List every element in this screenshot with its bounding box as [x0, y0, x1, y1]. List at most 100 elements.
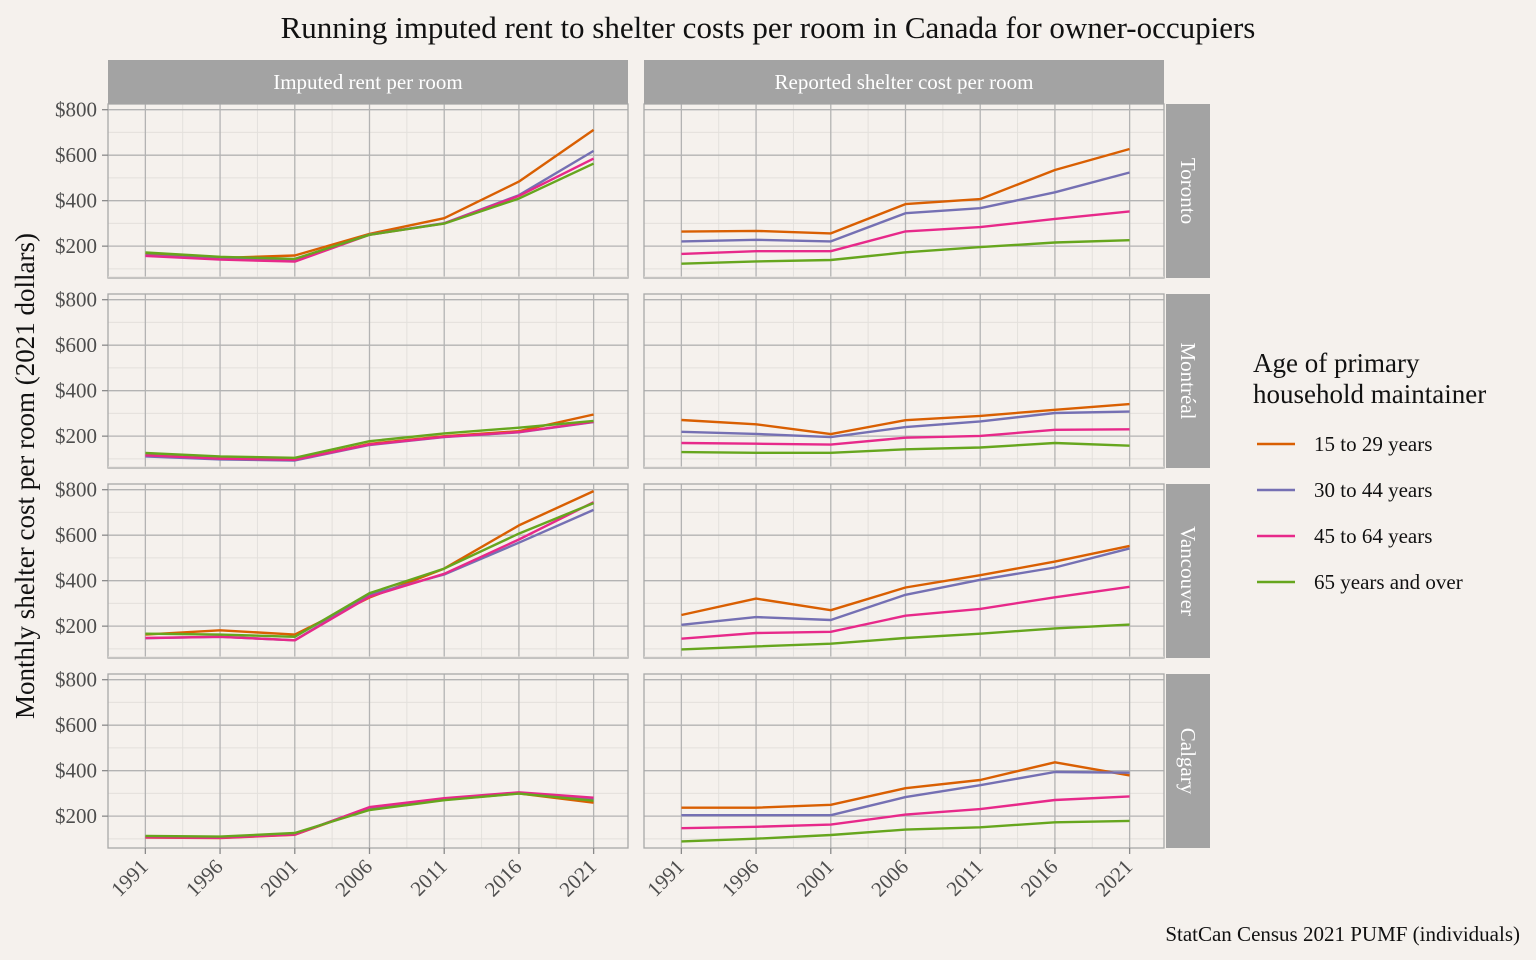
facet-strips: Imputed rent per room Reported shelter co… — [108, 60, 1210, 848]
y-tick-label: $400 — [55, 379, 97, 403]
y-tick-label: $400 — [55, 569, 97, 593]
row-strip-label: Vancouver — [1176, 526, 1200, 616]
panel — [643, 656, 1165, 849]
y-axis-title: Monthly shelter cost per room (2021 doll… — [10, 233, 40, 719]
column-strip-bg — [644, 60, 1164, 104]
series-line — [145, 420, 594, 461]
panel — [107, 86, 629, 279]
series-line — [145, 501, 595, 638]
row-strip-bg — [1166, 104, 1210, 278]
series-line — [681, 819, 1130, 843]
series-line — [681, 239, 1130, 265]
x-tick-label: 2016 — [1016, 855, 1063, 902]
row-strip-bg — [1166, 294, 1210, 468]
row-strip-label: Toronto — [1176, 158, 1200, 224]
series-line — [681, 544, 1130, 617]
y-tick-label: $600 — [55, 713, 97, 737]
series-line — [681, 171, 1130, 243]
series-line — [681, 770, 1130, 817]
row-strip: Montréal — [1166, 294, 1210, 468]
row-strip: Toronto — [1166, 104, 1210, 278]
column-strip: Reported shelter cost per room — [644, 60, 1164, 104]
series-line — [681, 795, 1130, 830]
panel-border — [107, 673, 629, 849]
y-tick-label: $400 — [55, 759, 97, 783]
row-strip-bg — [1166, 484, 1210, 658]
panel — [643, 86, 1165, 279]
x-tick-label: 2016 — [480, 855, 527, 902]
column-strip-bg — [108, 60, 628, 104]
legend-entries: 15 to 29 years 30 to 44 years 45 to 64 yea… — [1257, 432, 1463, 594]
y-tick-label: $200 — [55, 804, 97, 828]
y-tick-label: $200 — [55, 234, 97, 258]
column-strip-label: Reported shelter cost per room — [775, 70, 1034, 94]
x-tick-label: 2006 — [330, 855, 377, 902]
legend-title-line-2: household maintainer — [1253, 379, 1486, 409]
y-tick-label: $200 — [55, 424, 97, 448]
legend-label: 15 to 29 years — [1314, 432, 1432, 456]
y-axis-ticks: $200 $400 $600 $800 $200 $400 $600 $800 $200 $400… — [55, 98, 108, 828]
x-tick-label: 2011 — [942, 855, 988, 901]
legend-label: 45 to 64 years — [1314, 524, 1432, 548]
x-tick-label: 1991 — [642, 855, 689, 902]
panels-layer — [107, 86, 1165, 849]
legend-label: 65 years and over — [1314, 570, 1463, 594]
legend-entry: 30 to 44 years — [1257, 478, 1432, 502]
series-line — [681, 585, 1130, 640]
row-strip-label: Montréal — [1176, 343, 1200, 420]
y-tick-label: $600 — [55, 143, 97, 167]
x-tick-label: 1996 — [181, 855, 228, 902]
legend-label: 30 to 44 years — [1314, 478, 1432, 502]
x-tick-label: 2021 — [1090, 855, 1137, 902]
row-strip-bg — [1166, 674, 1210, 848]
caption: StatCan Census 2021 PUMF (individuals) — [1165, 922, 1520, 946]
y-tick-label: $800 — [55, 98, 97, 122]
x-tick-label: 2011 — [406, 855, 452, 901]
y-tick-label: $800 — [55, 478, 97, 502]
x-tick-label: 1991 — [106, 855, 153, 902]
row-strip: Calgary — [1166, 674, 1210, 848]
panel — [107, 276, 629, 469]
column-strip: Imputed rent per room — [108, 60, 628, 104]
series-line — [145, 501, 595, 642]
panel-border — [107, 103, 629, 279]
legend-title-line-1: Age of primary — [1253, 348, 1420, 378]
y-tick-label: $800 — [55, 288, 97, 312]
panel-border — [643, 293, 1165, 469]
series-line — [681, 410, 1130, 439]
series-line — [145, 792, 594, 838]
series-line — [681, 761, 1130, 809]
chart-title: Running imputed rent to shelter costs pe… — [281, 10, 1256, 45]
series-line — [681, 428, 1130, 446]
series-line — [681, 402, 1130, 436]
series-line — [145, 419, 594, 459]
x-tick-label: 2001 — [256, 855, 303, 902]
x-tick-label: 2006 — [866, 855, 913, 902]
y-tick-label: $800 — [55, 668, 97, 692]
series-line — [145, 162, 595, 261]
y-tick-label: $600 — [55, 333, 97, 357]
series-line — [681, 547, 1130, 626]
x-axis-ticks: 1991 1996 2001 2006 2011 2016 2021 1991 1996 2001… — [106, 848, 1137, 901]
row-strip-label: Calgary — [1176, 728, 1200, 795]
row-strip: Vancouver — [1166, 484, 1210, 658]
legend: Age of primary household maintainer 15 t… — [1253, 348, 1486, 594]
series-line — [145, 791, 594, 839]
y-tick-label: $600 — [55, 523, 97, 547]
series-line — [681, 623, 1130, 651]
y-tick-label: $400 — [55, 189, 97, 213]
panel — [107, 656, 629, 849]
legend-entry: 65 years and over — [1257, 570, 1463, 594]
panel — [643, 276, 1165, 469]
x-tick-label: 2001 — [792, 855, 839, 902]
y-tick-label: $200 — [55, 614, 97, 638]
legend-entry: 15 to 29 years — [1257, 432, 1432, 456]
panel-border — [107, 483, 629, 659]
panel — [643, 466, 1165, 659]
series-line — [681, 147, 1130, 235]
legend-entry: 45 to 64 years — [1257, 524, 1432, 548]
panel — [107, 466, 629, 659]
panel-border — [107, 293, 629, 469]
x-tick-label: 2021 — [554, 855, 601, 902]
